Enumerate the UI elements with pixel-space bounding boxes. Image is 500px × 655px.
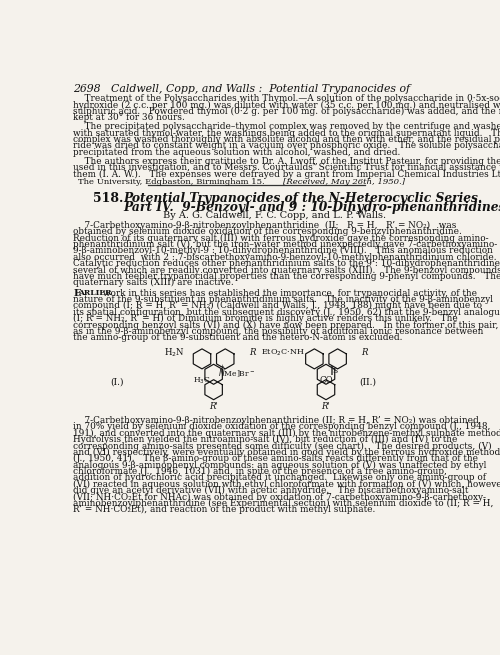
Text: did give an acetyl derivative (VII) with acetic anhydride.   The biscarbethoxyam: did give an acetyl derivative (VII) with…: [74, 486, 468, 495]
Text: and (VI) respectively, were eventually obtained in good yield by the ferrous hyd: and (VI) respectively, were eventually o…: [74, 448, 500, 457]
Text: compound (I; R = H, R’ = NH₂) (Caldwell and Walls, J., 1948, 188) might have bee: compound (I; R = H, R’ = NH₂) (Caldwell …: [74, 301, 482, 310]
Text: (II.): (II.): [360, 377, 376, 386]
Text: (J., 1950, 41).   The β-amino-group of these amino-salts reacts differently from: (J., 1950, 41). The β-amino-group of the…: [74, 454, 478, 463]
Text: EtO$_2$C$\cdot$NH: EtO$_2$C$\cdot$NH: [261, 347, 304, 358]
Text: 7-Carbethoxyamino-9-β-nitrobenzoylphenanthridine  (II;   R = H,   R’ = NO₂)   wa: 7-Carbethoxyamino-9-β-nitrobenzoylphenan…: [74, 221, 456, 230]
Text: Caldwell, Copp, and Walls :  Potential Trypanocides of: Caldwell, Copp, and Walls : Potential Tr…: [110, 84, 410, 94]
Text: R': R': [209, 402, 218, 411]
Text: work in this series has established the importance, for trypanocidal activity, o: work in this series has established the …: [100, 288, 478, 297]
Text: ARLIER: ARLIER: [78, 288, 112, 297]
Text: obtained by selenium dioxide oxidation of the corresponding 9-benzylphenanthridi: obtained by selenium dioxide oxidation o…: [74, 227, 462, 236]
Text: analogous 9-β-aminophenyl compounds: an aqueous solution of (V) was unaffected b: analogous 9-β-aminophenyl compounds: an …: [74, 460, 486, 470]
Text: 518.: 518.: [94, 193, 124, 205]
Text: H$_3$C: H$_3$C: [193, 375, 211, 386]
Text: The precipitated polysaccharide–thymol complex was removed by the centrifuge and: The precipitated polysaccharide–thymol c…: [74, 122, 500, 131]
Text: Treatment of the Polysaccharides with Thymol.—A solution of the polysaccharide i: Treatment of the Polysaccharides with Th…: [74, 94, 500, 103]
Text: The authors express their gratitude to Dr. A. Lwoff, of the Institut Pasteur, fo: The authors express their gratitude to D…: [74, 157, 500, 166]
Text: corresponding amino-salts presented some difficulty (see chart).   The desired p: corresponding amino-salts presented some…: [74, 441, 492, 451]
Text: sulphuric acid.   Powdered thymol (0·2 g. per 100 mg. of polysaccharide) was add: sulphuric acid. Powdered thymol (0·2 g. …: [74, 107, 500, 116]
Text: in 70% yield by selenium dioxide oxidation of the corresponding benzyl compound : in 70% yield by selenium dioxide oxidati…: [74, 422, 490, 432]
Text: $\Vert$S: $\Vert$S: [329, 364, 340, 377]
Text: used in this investigation, and to Messrs. Courtaulds’ Scientific Trust for fina: used in this investigation, and to Messr…: [74, 163, 500, 172]
Text: several of which are readily converted into quaternary salts (XIII).   The 9-ben: several of which are readily converted i…: [74, 265, 500, 274]
Text: with saturated thymol-water, the washings being added to the original supernatan: with saturated thymol-water, the washing…: [74, 128, 500, 138]
Text: hydroxide (2 c.c. per 100 mg.) was diluted with water (35 c.c. per 100 mg.) and : hydroxide (2 c.c. per 100 mg.) was dilut…: [74, 100, 500, 109]
Text: Part IV.  9-Benzoyl- and 9 : 10-Dihydro-phenanthridines.: Part IV. 9-Benzoyl- and 9 : 10-Dihydro-p…: [123, 200, 500, 214]
Text: kept at 30° for 36 hours.: kept at 30° for 36 hours.: [74, 113, 185, 122]
Text: Catalytic reduction reduces other phenanthridinium salts to the 9 : 10-dihydroph: Catalytic reduction reduces other phenan…: [74, 259, 500, 268]
Text: The University, Edgbaston, Birmingham 15.: The University, Edgbaston, Birmingham 15…: [78, 178, 265, 185]
Text: complex was washed thoroughly with absolute alcohol and then with ether, and the: complex was washed thoroughly with absol…: [74, 135, 500, 144]
Text: also occurred  with 2 : 7-biscarbethoxyamino-9-benzoyl-10-methylphenanthridinium: also occurred with 2 : 7-biscarbethoxyam…: [74, 253, 497, 262]
Text: R: R: [362, 348, 368, 357]
Text: nature of the 9-substituent in phenanthridinium salts.   The inactivity of the 9: nature of the 9-substituent in phenanthr…: [74, 295, 494, 304]
Text: have much feebler trypanocidal properties than the corresponding 9-phenyl compou: have much feebler trypanocidal propertie…: [74, 272, 500, 281]
Text: them (I. A. W.).   The expenses were defrayed by a grant from Imperial Chemical : them (I. A. W.). The expenses were defra…: [74, 170, 500, 179]
Text: aminobenzoylphenanthridine (see Experimental section) with selenium dioxide to (: aminobenzoylphenanthridine (see Experime…: [74, 499, 494, 508]
Text: Potential Trypanocides of the N-Heterocyclic Series.: Potential Trypanocides of the N-Heterocy…: [123, 193, 482, 205]
Text: phenanthridinium salt (V), but the iron–water method unexpectedly gave 7-carbeth: phenanthridinium salt (V), but the iron–…: [74, 240, 498, 249]
Text: R: R: [249, 348, 256, 357]
Text: Reduction of its quaternary salt (III) with ferrous hydroxide gave the correspon: Reduction of its quaternary salt (III) w…: [74, 234, 489, 242]
Text: R': R': [322, 402, 330, 411]
Text: Hydrolysis then yielded the nitroamino-salt (IV), but reduction of (III) and (IV: Hydrolysis then yielded the nitroamino-s…: [74, 435, 458, 444]
Text: ride was dried to constant weight in a vacuum over phosphoric oxide.   The solub: ride was dried to constant weight in a v…: [74, 141, 500, 151]
Text: $\overset{+}{N}$Me]Br$^-$: $\overset{+}{N}$Me]Br$^-$: [218, 363, 255, 380]
Text: By A. G. Caldwell, F. C. Copp, and L. P. Walls.: By A. G. Caldwell, F. C. Copp, and L. P.…: [163, 211, 386, 219]
Text: CO: CO: [319, 376, 333, 385]
Text: H$_2$N: H$_2$N: [164, 346, 186, 359]
Text: [Received, May 26th, 1950.]: [Received, May 26th, 1950.]: [284, 178, 406, 185]
Text: as in the 9-β-aminobenzyl compound, the possibility of additional ionic resonanc: as in the 9-β-aminobenzyl compound, the …: [74, 327, 484, 336]
Text: 191), and converted into the quaternary salt (III) by the nitrobenzene-methyl su: 191), and converted into the quaternary …: [74, 428, 500, 438]
Text: chloroformate (J., 1946, 1031) and, in spite of the presence of a free amino-gro: chloroformate (J., 1946, 1031) and, in s…: [74, 467, 447, 476]
Text: 7-Carbethoxyamino-9-β-nitrobenzoylphenanthridine (II; R = H, R’ = NO₂) was obtai: 7-Carbethoxyamino-9-β-nitrobenzoylphenan…: [74, 416, 479, 425]
Text: R’ = NH·CO₂Et), and reaction of the product with methyl sulphate.: R’ = NH·CO₂Et), and reaction of the prod…: [74, 506, 376, 514]
Text: 9-β-aminobenzoyl-10-methyl-9 : 10-dihydrophenanthridine (VIII).   This anomalous: 9-β-aminobenzoyl-10-methyl-9 : 10-dihydr…: [74, 246, 493, 255]
Text: (VII; NH·CO₂Et for NHAc) was obtained by oxidation of 7-carbethoxyamino-9-β-carb: (VII; NH·CO₂Et for NHAc) was obtained by…: [74, 493, 486, 502]
Text: (I.): (I.): [110, 377, 124, 386]
Text: the amino-group of the 9-substituent and the hetero-N-atom is excluded.: the amino-group of the 9-substituent and…: [74, 333, 403, 343]
Text: (I; R = NH₂, R’ = H) of Dimidium bromide is highly active renders this unlikely.: (I; R = NH₂, R’ = H) of Dimidium bromide…: [74, 314, 458, 323]
Text: precipitated from the aqueous solution with alcohol, washed, and dried.: precipitated from the aqueous solution w…: [74, 148, 400, 157]
Text: its spatial configuration, but the subsequent discovery (J., 1950, 62) that the : its spatial configuration, but the subse…: [74, 308, 500, 317]
Text: quaternary salts (XIII) are inactive.: quaternary salts (XIII) are inactive.: [74, 278, 234, 288]
Text: corresponding benzoyl salts (VI) and (X) have now been prepared.   In the former: corresponding benzoyl salts (VI) and (X)…: [74, 320, 498, 329]
Text: 2698: 2698: [74, 84, 101, 94]
Text: addition of hydrochloric acid precipitated it unchanged.  Likewise only one amin: addition of hydrochloric acid precipitat…: [74, 474, 486, 482]
Text: (VI) reacted in aqueous solution with ethyl chloroformate with formation of (V) : (VI) reacted in aqueous solution with et…: [74, 479, 500, 489]
Text: E: E: [74, 288, 81, 297]
